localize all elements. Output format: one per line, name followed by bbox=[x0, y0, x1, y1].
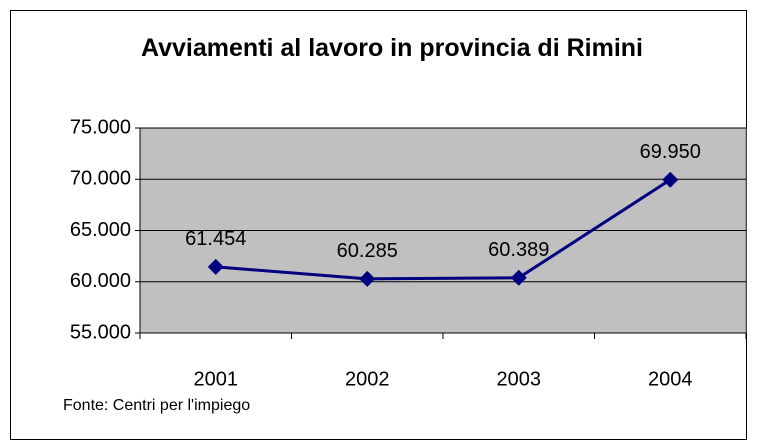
chart-title: Avviamenti al lavoro in provincia di Rim… bbox=[141, 34, 643, 62]
x-tick-label: 2003 bbox=[497, 368, 542, 390]
data-label: 61.454 bbox=[185, 228, 246, 250]
y-tick-label: 55.000 bbox=[70, 321, 131, 343]
x-tick-label: 2004 bbox=[648, 368, 693, 390]
data-line bbox=[215, 178, 672, 281]
x-tick-label: 2001 bbox=[194, 368, 239, 390]
y-tick-label: 75.000 bbox=[70, 116, 131, 138]
data-point bbox=[510, 269, 527, 286]
data-label: 69.950 bbox=[640, 141, 701, 163]
y-tick-label: 60.000 bbox=[70, 270, 131, 292]
y-tick-label: 70.000 bbox=[70, 168, 131, 190]
data-point bbox=[207, 258, 224, 275]
data-point bbox=[359, 270, 376, 287]
y-tick-label: 65.000 bbox=[70, 219, 131, 241]
x-tick-label: 2002 bbox=[345, 368, 390, 390]
data-point bbox=[662, 171, 679, 188]
data-label: 60.285 bbox=[337, 240, 398, 262]
source-note: Fonte: Centri per l'impiego bbox=[63, 397, 251, 414]
data-label: 60.389 bbox=[488, 239, 549, 261]
